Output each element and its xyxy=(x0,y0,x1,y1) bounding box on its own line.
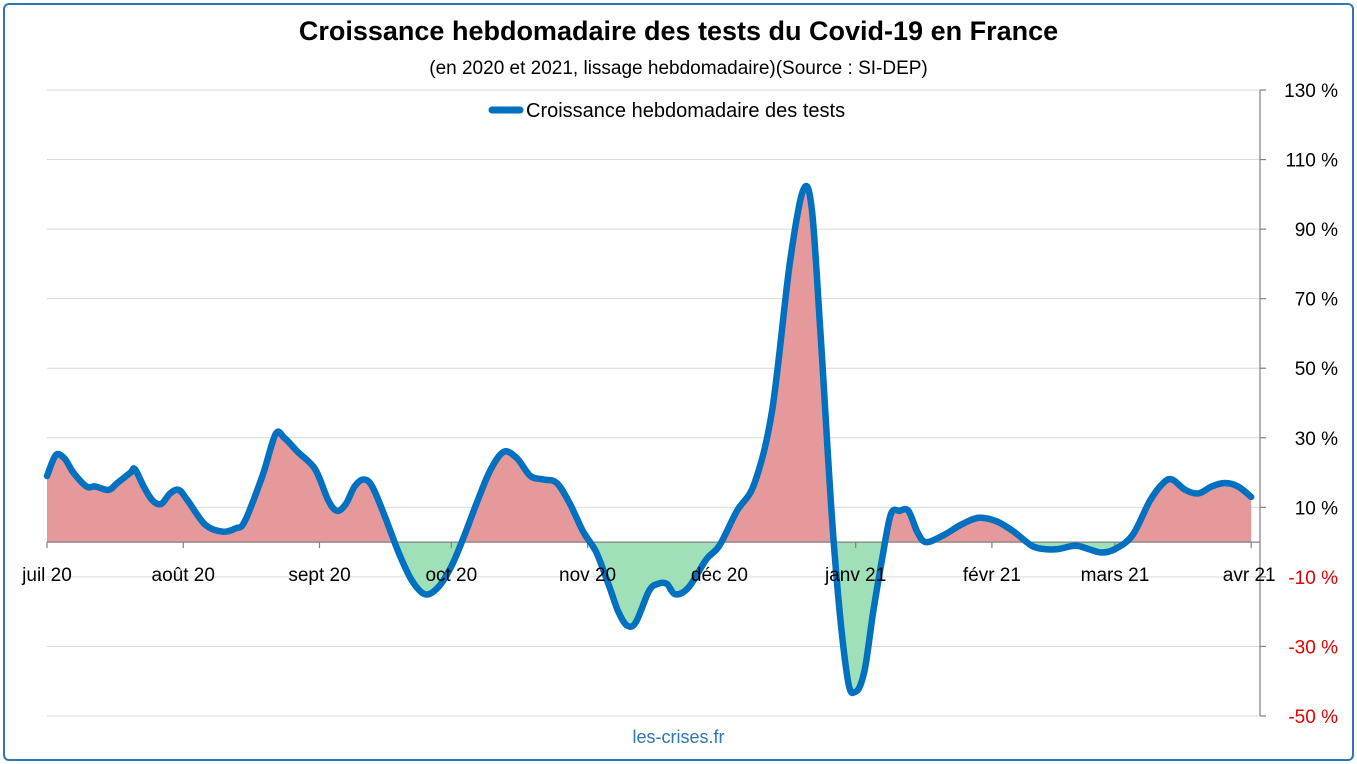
y-tick-label: -30 % xyxy=(1288,637,1338,658)
x-tick-label: nov 20 xyxy=(559,565,616,586)
axes xyxy=(46,89,1266,717)
y-tick-label: 110 % xyxy=(1286,151,1339,172)
y-tick-label: 30 % xyxy=(1295,429,1338,450)
negative-area xyxy=(394,542,1127,693)
area-fills xyxy=(47,186,1252,693)
grid-lines xyxy=(47,89,1260,717)
chart-subtitle: (en 2020 et 2021, lissage hebdomadaire)(… xyxy=(429,58,928,79)
x-tick-label: juil 20 xyxy=(21,565,72,586)
y-tick-label: 50 % xyxy=(1295,359,1338,380)
series-line-group xyxy=(43,182,1255,697)
x-tick-label: avr 21 xyxy=(1223,565,1276,586)
chart-title: Croissance hebdomadaire des tests du Cov… xyxy=(298,16,1059,46)
series-line xyxy=(43,182,1255,697)
y-tick-label: 130 % xyxy=(1284,81,1338,102)
x-tick-labels: juil 20 août 20 sept 20 oct 20 nov 20 déc 20 j… xyxy=(21,565,1275,586)
x-tick-label: oct 20 xyxy=(425,565,477,586)
x-tick-label: févr 21 xyxy=(963,565,1021,586)
x-tick-label: janv 21 xyxy=(824,565,886,586)
y-tick-label: 10 % xyxy=(1295,498,1338,519)
legend-label: Croissance hebdomadaire des tests xyxy=(526,100,845,122)
chart-frame xyxy=(3,3,1354,761)
legend: Croissance hebdomadaire des tests xyxy=(488,100,845,122)
x-tick-label: mars 21 xyxy=(1081,565,1150,586)
y-tick-label: 70 % xyxy=(1295,290,1338,311)
positive-area xyxy=(47,186,1252,543)
y-tick-label: -50 % xyxy=(1288,707,1338,728)
x-tick-label: déc 20 xyxy=(691,565,748,586)
y-tick-labels: 130 % 110 % 90 % 70 % 50 % 30 % 10 % -10 % -30 %… xyxy=(1284,81,1338,728)
x-tick-label: août 20 xyxy=(152,565,215,586)
source-credit: les-crises.fr xyxy=(632,727,725,747)
y-tick-label: -10 % xyxy=(1288,568,1338,589)
x-tick-label: sept 20 xyxy=(288,565,350,586)
y-tick-label: 90 % xyxy=(1295,220,1338,241)
